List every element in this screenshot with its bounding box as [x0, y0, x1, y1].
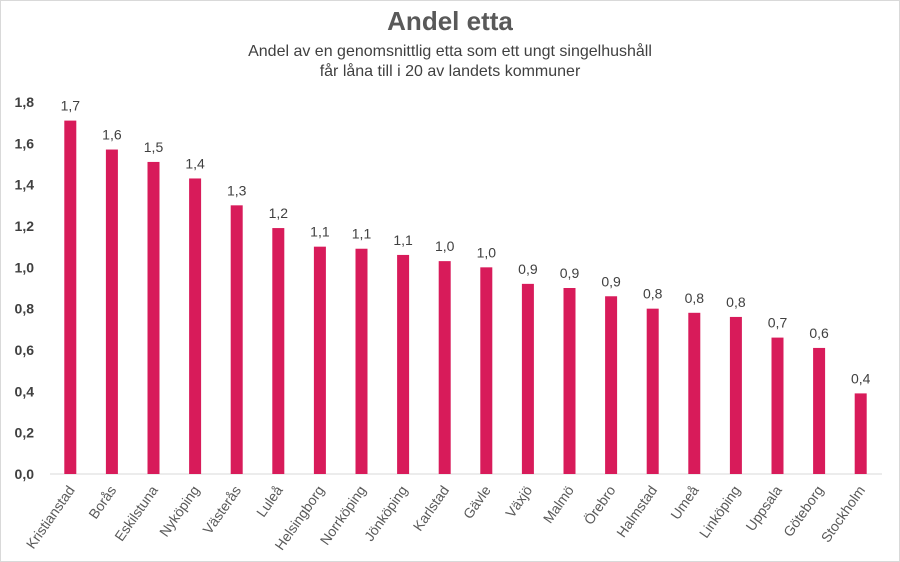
- bar-nyköping: [189, 178, 202, 474]
- data-label: 0,8: [685, 290, 705, 306]
- bar-växjö: [521, 283, 534, 474]
- bar-linköping: [729, 316, 742, 474]
- x-tick-label: Umeå: [667, 482, 702, 522]
- x-tick-label: Västerås: [199, 483, 244, 537]
- x-tick-label: Luleå: [253, 482, 286, 519]
- y-tick-label: 1,4: [15, 177, 35, 193]
- bar-norrköping: [355, 248, 368, 474]
- bar-göteborg: [813, 347, 826, 474]
- data-label: 1,0: [435, 238, 455, 254]
- x-tick-label: Linköping: [696, 483, 743, 541]
- chart-title: Andel etta: [387, 6, 513, 36]
- chart-subtitle-line-1: Andel av en genomsnittlig etta som ett u…: [248, 43, 652, 60]
- x-tick-label: Halmstad: [613, 483, 660, 541]
- bar-karlstad: [438, 261, 451, 474]
- y-tick-label: 0,2: [15, 425, 35, 441]
- y-tick-label: 0,8: [15, 301, 35, 317]
- y-tick-label: 0,6: [15, 342, 35, 358]
- x-tick-label: Nyköping: [156, 483, 203, 540]
- bar-stockholm: [854, 393, 867, 474]
- data-label: 0,8: [726, 294, 746, 310]
- data-label: 1,5: [144, 139, 164, 155]
- data-label: 0,9: [518, 261, 538, 277]
- bar-västerås: [230, 205, 243, 475]
- x-tick-label: Växjö: [502, 482, 535, 520]
- y-tick-label: 0,0: [15, 466, 35, 482]
- bar-malmö: [563, 288, 576, 474]
- data-label: 1,4: [185, 155, 205, 171]
- data-label: 0,9: [560, 265, 580, 281]
- data-label: 0,4: [851, 370, 871, 386]
- y-tick-label: 1,8: [15, 94, 35, 110]
- data-label: 1,1: [393, 232, 413, 248]
- y-tick-label: 0,4: [15, 383, 35, 399]
- bar-eskilstuna: [147, 161, 160, 474]
- bar-helsingborg: [313, 246, 326, 474]
- bar-kristianstad: [64, 120, 77, 474]
- x-tick-label: Göteborg: [780, 483, 827, 540]
- bar-halmstad: [646, 308, 659, 474]
- x-tick-label: Malmö: [540, 482, 577, 526]
- data-label: 1,7: [61, 98, 81, 114]
- data-label: 1,1: [352, 226, 372, 242]
- y-tick-label: 1,6: [15, 135, 35, 151]
- bar-örebro: [605, 296, 618, 474]
- bar-gävle: [480, 267, 493, 474]
- data-label: 0,7: [768, 315, 788, 331]
- x-tick-label: Gävle: [460, 482, 494, 521]
- y-tick-label: 1,0: [15, 259, 35, 275]
- data-label: 1,6: [102, 127, 122, 143]
- bar-umeå: [688, 312, 701, 474]
- x-tick-label: Borås: [85, 483, 119, 522]
- data-label: 0,8: [643, 286, 663, 302]
- bar-jönköping: [397, 254, 410, 474]
- x-tick-label: Örebro: [580, 482, 619, 528]
- x-tick-label: Karlstad: [410, 483, 453, 534]
- x-tick-label: Kristianstad: [23, 483, 78, 552]
- data-label: 1,3: [227, 182, 247, 198]
- data-label: 1,0: [477, 244, 497, 260]
- x-tick-label: Uppsala: [742, 482, 785, 533]
- bar-luleå: [272, 228, 285, 474]
- data-label: 1,2: [269, 205, 289, 221]
- bar-uppsala: [771, 337, 784, 474]
- data-label: 1,1: [310, 224, 330, 240]
- data-label: 0,6: [809, 325, 829, 341]
- bar-borås: [105, 149, 118, 475]
- chart-subtitle-line-2: får låna till i 20 av landets kommuner: [319, 63, 581, 80]
- y-tick-label: 1,2: [15, 218, 35, 234]
- data-label: 0,9: [601, 273, 621, 289]
